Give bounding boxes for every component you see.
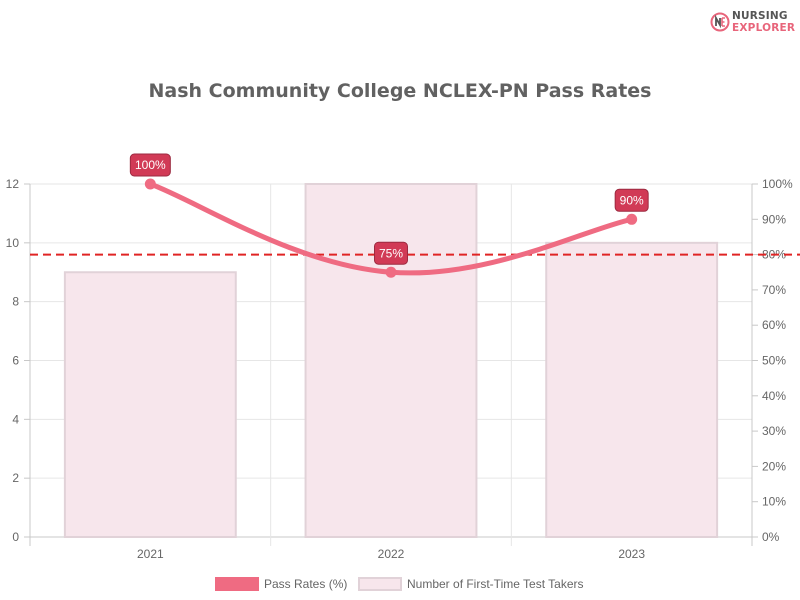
right-axis-tick-label: 50% (762, 354, 786, 368)
data-label-badge (129, 153, 171, 177)
bar (545, 241, 719, 538)
x-axis-tick-label: 2022 (378, 547, 405, 561)
legend-item-pass-rates[interactable]: Pass Rates (%) (215, 576, 347, 592)
chart-title: Nash Community College NCLEX-PN Pass Rat… (148, 80, 652, 102)
right-axis-tick-label: 20% (762, 459, 786, 473)
line-point (144, 178, 156, 190)
right-axis-tick-label: 100% (762, 177, 793, 191)
nursing-explorer-logo-icon (710, 12, 730, 32)
left-axis-tick-label: 12 (6, 177, 20, 191)
right-axis-tick-label: 90% (762, 212, 786, 226)
data-labels: 100% 75% 90% (129, 153, 649, 265)
left-axis-tick-label: 2 (12, 471, 19, 485)
left-axis-tick-label: 0 (12, 530, 19, 544)
right-axis-tick-label: 0% (762, 530, 780, 544)
left-axis-tick-label: 8 (12, 295, 19, 309)
right-axis-tick-label: 30% (762, 424, 786, 438)
legend-label-test-takers: Number of First-Time Test Takers (407, 577, 584, 591)
legend-item-test-takers[interactable]: Number of First-Time Test Takers (358, 576, 583, 592)
data-label: 75% (379, 246, 403, 260)
right-axis-tick-label: 60% (762, 318, 786, 332)
line-series (144, 178, 638, 278)
legend-swatch-test-takers (358, 577, 402, 591)
data-label: 90% (620, 193, 644, 207)
right-axis-tick-label: 40% (762, 389, 786, 403)
legend-label-pass-rates: Pass Rates (%) (264, 577, 348, 591)
line-point (385, 266, 397, 278)
legend: Pass Rates (%) Number of First-Time Test… (0, 576, 800, 594)
bar (63, 271, 237, 538)
right-axis-tick-label: 70% (762, 283, 786, 297)
x-axis-tick-label: 2021 (137, 547, 164, 561)
brand-logo: NURSING EXPLORER (710, 9, 796, 35)
bar-series (63, 183, 719, 538)
bar (304, 183, 478, 538)
logo-line-2: EXPLORER (732, 22, 796, 34)
left-axis-tick-label: 6 (12, 354, 19, 368)
x-axis-tick-label: 2023 (618, 547, 645, 561)
data-label-badge (614, 188, 649, 212)
axes: 0246810120%10%20%30%40%50%60%70%80%90%10… (6, 177, 793, 561)
data-label-badge (374, 241, 408, 265)
line-point (626, 213, 638, 225)
logo-line-1: NURSING (732, 10, 788, 22)
data-label: 100% (135, 158, 166, 172)
legend-swatch-pass-rates (215, 577, 259, 591)
left-axis-tick-label: 10 (6, 236, 20, 250)
right-axis-tick-label: 10% (762, 495, 786, 509)
left-axis-tick-label: 4 (12, 412, 19, 426)
